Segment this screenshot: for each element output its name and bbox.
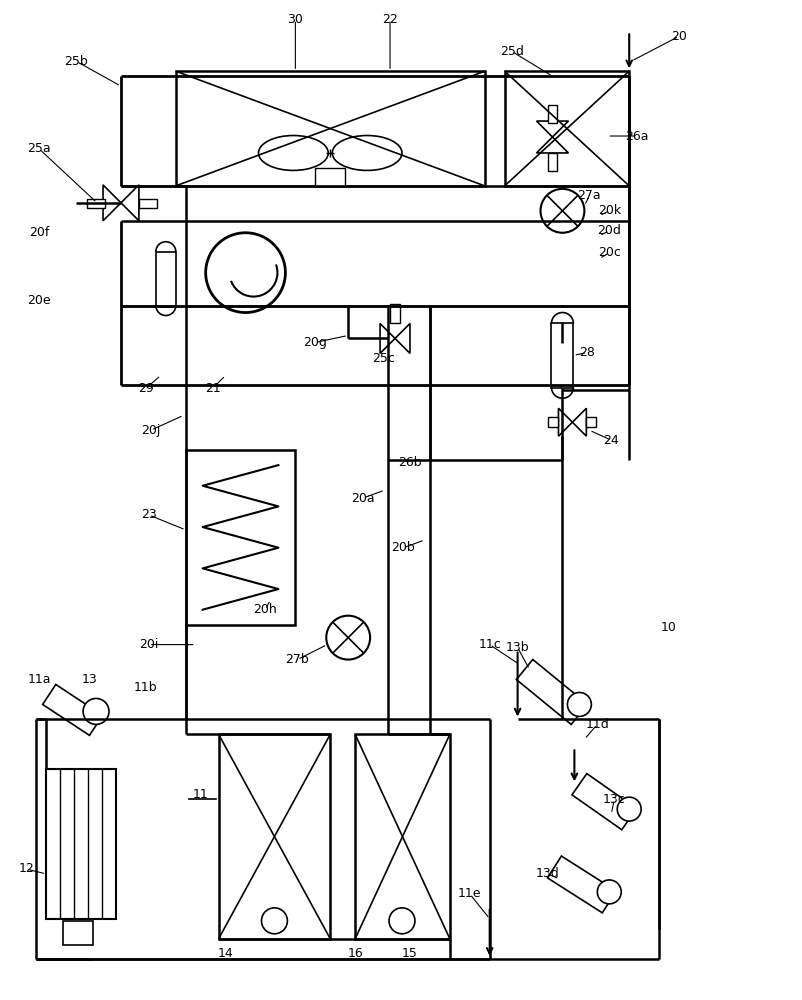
Bar	[218, 734, 330, 939]
Circle shape	[540, 189, 584, 233]
Text: 20: 20	[670, 30, 687, 43]
Circle shape	[388, 908, 415, 934]
Text: 11c: 11c	[478, 638, 500, 651]
Text: 11d: 11d	[585, 718, 609, 731]
Text: 27b: 27b	[286, 653, 309, 666]
Text: 23: 23	[141, 508, 156, 521]
Text: 21: 21	[205, 382, 221, 395]
Text: 15: 15	[402, 947, 417, 960]
Text: 16: 16	[346, 947, 363, 960]
Bar	[585, 417, 596, 427]
Text: 14: 14	[217, 947, 233, 960]
Text: 13d: 13d	[535, 867, 559, 880]
Text: 26a: 26a	[625, 130, 648, 143]
Bar	[390, 304, 399, 323]
Bar	[504, 71, 629, 186]
Bar	[156, 252, 176, 307]
Text: 30: 30	[287, 13, 303, 26]
Text: 11e: 11e	[457, 887, 481, 900]
Text: 26b: 26b	[398, 456, 421, 469]
Text: 28: 28	[579, 346, 594, 359]
Bar	[47, 769, 115, 919]
Text: 20c: 20c	[597, 246, 620, 259]
Circle shape	[617, 797, 640, 821]
Text: 20b: 20b	[391, 541, 415, 554]
Text: 13: 13	[81, 673, 97, 686]
Text: 11b: 11b	[134, 681, 157, 694]
Bar	[87, 199, 105, 208]
Text: 25a: 25a	[27, 142, 51, 155]
Polygon shape	[43, 684, 103, 735]
Polygon shape	[536, 121, 568, 137]
Text: 20f: 20f	[29, 226, 50, 239]
Text: 20a: 20a	[351, 492, 375, 505]
Bar	[548, 417, 557, 427]
Circle shape	[83, 698, 109, 724]
Text: 11a: 11a	[27, 673, 51, 686]
Bar	[139, 199, 156, 208]
Text: 20e: 20e	[27, 294, 51, 307]
Text: 22: 22	[382, 13, 398, 26]
Bar	[548, 153, 557, 171]
Bar	[354, 734, 449, 939]
Text: 24: 24	[602, 434, 618, 447]
Polygon shape	[572, 408, 585, 436]
Polygon shape	[547, 856, 615, 913]
Circle shape	[326, 616, 370, 660]
Bar	[176, 71, 484, 186]
Text: 11: 11	[192, 788, 209, 801]
Text: 13b: 13b	[505, 641, 529, 654]
Polygon shape	[516, 659, 587, 724]
Text: 25c: 25c	[371, 352, 394, 365]
Text: 20j: 20j	[141, 424, 160, 437]
Text: 29: 29	[138, 382, 153, 395]
Text: 20h: 20h	[253, 603, 277, 616]
Polygon shape	[379, 323, 395, 353]
Text: 20d: 20d	[597, 224, 621, 237]
Polygon shape	[103, 185, 121, 221]
Bar	[548, 105, 557, 123]
Text: 20i: 20i	[139, 638, 158, 651]
Bar	[185, 450, 295, 625]
Polygon shape	[557, 408, 572, 436]
Circle shape	[205, 233, 285, 313]
Polygon shape	[571, 774, 636, 830]
Text: 25b: 25b	[64, 55, 88, 68]
Circle shape	[597, 880, 621, 904]
Text: 10: 10	[660, 621, 676, 634]
Text: 27a: 27a	[577, 189, 601, 202]
Circle shape	[261, 908, 287, 934]
Bar	[63, 921, 93, 945]
Bar	[315, 168, 345, 186]
Text: 20g: 20g	[303, 336, 327, 349]
Polygon shape	[536, 137, 568, 153]
Bar	[551, 323, 573, 388]
Text: 20k: 20k	[597, 204, 620, 217]
Text: 13c: 13c	[602, 793, 625, 806]
Polygon shape	[121, 185, 139, 221]
Text: 12: 12	[18, 862, 34, 875]
Text: 25d: 25d	[499, 45, 523, 58]
Polygon shape	[395, 323, 410, 353]
Circle shape	[567, 692, 590, 716]
